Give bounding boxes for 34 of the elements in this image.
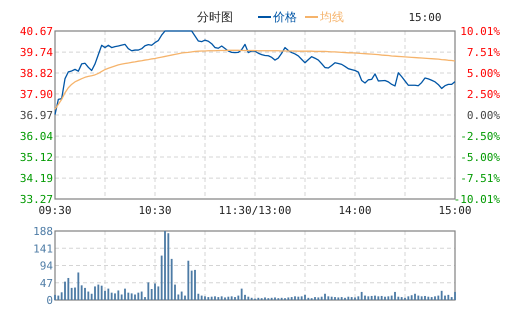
legend-label: 均线 [319, 10, 344, 24]
x-tick-label: 14:00 [338, 204, 372, 217]
x-tick-label: 11:30/13:00 [218, 204, 292, 217]
y-tick-label: 47 [40, 276, 53, 290]
y-tick-label: 40.67 [20, 25, 53, 38]
y-tick-label: 38.82 [20, 67, 53, 80]
text: 15:00 [408, 11, 442, 24]
y2-tick-label: -10.01% [454, 193, 500, 206]
y-tick-label: 188 [33, 225, 53, 238]
y-tick-label: 39.74 [20, 46, 54, 60]
line-series [54, 30, 456, 116]
y-tick-label: 36.04 [20, 130, 54, 144]
chart-title: 分时图 [197, 10, 233, 24]
y2-tick-label: -7.51% [460, 172, 500, 186]
legend-label: 价格 [272, 10, 297, 24]
y-tick-label: 33.27 [20, 193, 53, 206]
y2-tick-label: -5.00% [460, 150, 500, 164]
x-tick-label: 15:00 [438, 204, 472, 217]
y-tick-label: 35.12 [20, 151, 53, 164]
y-tick-label: 141 [33, 242, 53, 256]
y-tick-label: 37.90 [20, 88, 53, 101]
y-tick-label: 0 [46, 294, 53, 307]
y2-tick-label: 10.01% [460, 25, 500, 38]
y-tick-label: 34.19 [20, 172, 53, 186]
x-tick-label: 09:30 [38, 204, 72, 217]
line-series [54, 50, 456, 110]
y2-tick-label: 2.50% [466, 88, 500, 102]
y2-tick-label: 5.00% [466, 67, 500, 80]
x-tick-label: 10:30 [138, 204, 172, 217]
y2-tick-label: 0.00% [466, 109, 500, 122]
y-tick-label: 94 [40, 260, 54, 272]
y2-tick-label: 7.51% [466, 46, 500, 59]
y-tick-label: 36.97 [20, 109, 53, 122]
y2-tick-label: -2.50% [460, 130, 500, 143]
